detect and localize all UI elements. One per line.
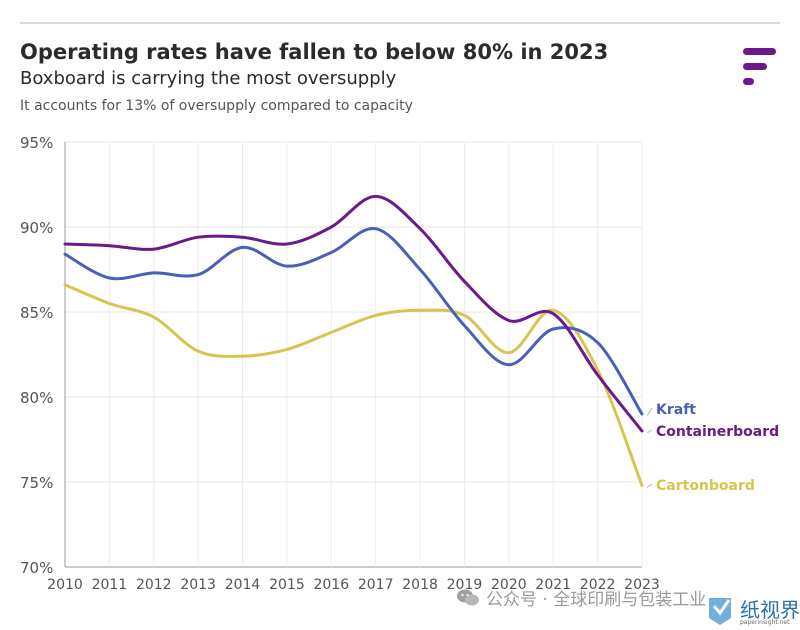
- watermark: 公众号 · 全球印刷与包装工业: [456, 585, 706, 610]
- series-line-cartonboard: [63, 283, 644, 487]
- paper-insight-logo-icon: [709, 598, 731, 625]
- x-tick-label: 2014: [225, 577, 261, 593]
- x-tick-label: 2015: [269, 577, 305, 593]
- chart-subtitle: Boxboard is carrying the most oversupply: [20, 68, 397, 89]
- x-tick-label: 2016: [313, 577, 349, 593]
- series-label-cartonboard: Cartonboard: [656, 478, 755, 494]
- y-tick-label: 80%: [20, 389, 53, 407]
- x-tick-label: 2017: [358, 577, 394, 593]
- y-tick-label: 85%: [20, 304, 53, 322]
- chart-title: Operating rates have fallen to below 80%…: [20, 40, 609, 64]
- x-tick-label: 2019: [447, 577, 483, 593]
- f-stripes-logo-icon: [743, 48, 776, 85]
- watermark-text: 公众号 · 全球印刷与包装工业: [486, 590, 707, 610]
- series-line-kraft: [63, 227, 644, 416]
- y-tick-label: 75%: [20, 474, 53, 492]
- x-tick-label: 2013: [180, 577, 216, 593]
- x-tick-label: 2010: [47, 577, 83, 593]
- y-tick-label: 90%: [20, 219, 53, 237]
- top-divider: [20, 22, 780, 24]
- series-label-containerboard: Containerboard: [656, 424, 779, 440]
- x-tick-label: 2012: [136, 577, 172, 593]
- label-leader: [646, 483, 653, 488]
- chart-note: It accounts for 13% of oversupply compar…: [20, 98, 413, 114]
- x-tick-label: 2011: [92, 577, 128, 593]
- series-label-kraft: Kraft: [656, 402, 696, 418]
- label-leader: [646, 429, 653, 434]
- x-tick-label: 2020: [491, 577, 527, 593]
- series-line-containerboard: [63, 194, 644, 433]
- x-tick-label: 2022: [580, 577, 616, 593]
- wechat-icon: [457, 589, 479, 605]
- x-tick-label: 2021: [535, 577, 571, 593]
- brand-name: 纸视界: [740, 598, 800, 622]
- label-leader: [646, 407, 653, 417]
- y-tick-label: 95%: [20, 134, 53, 152]
- y-tick-label: 70%: [20, 559, 53, 577]
- x-tick-label: 2018: [402, 577, 438, 593]
- brand-url: paperinsight.net: [740, 619, 790, 626]
- x-tick-label: 2023: [624, 577, 660, 593]
